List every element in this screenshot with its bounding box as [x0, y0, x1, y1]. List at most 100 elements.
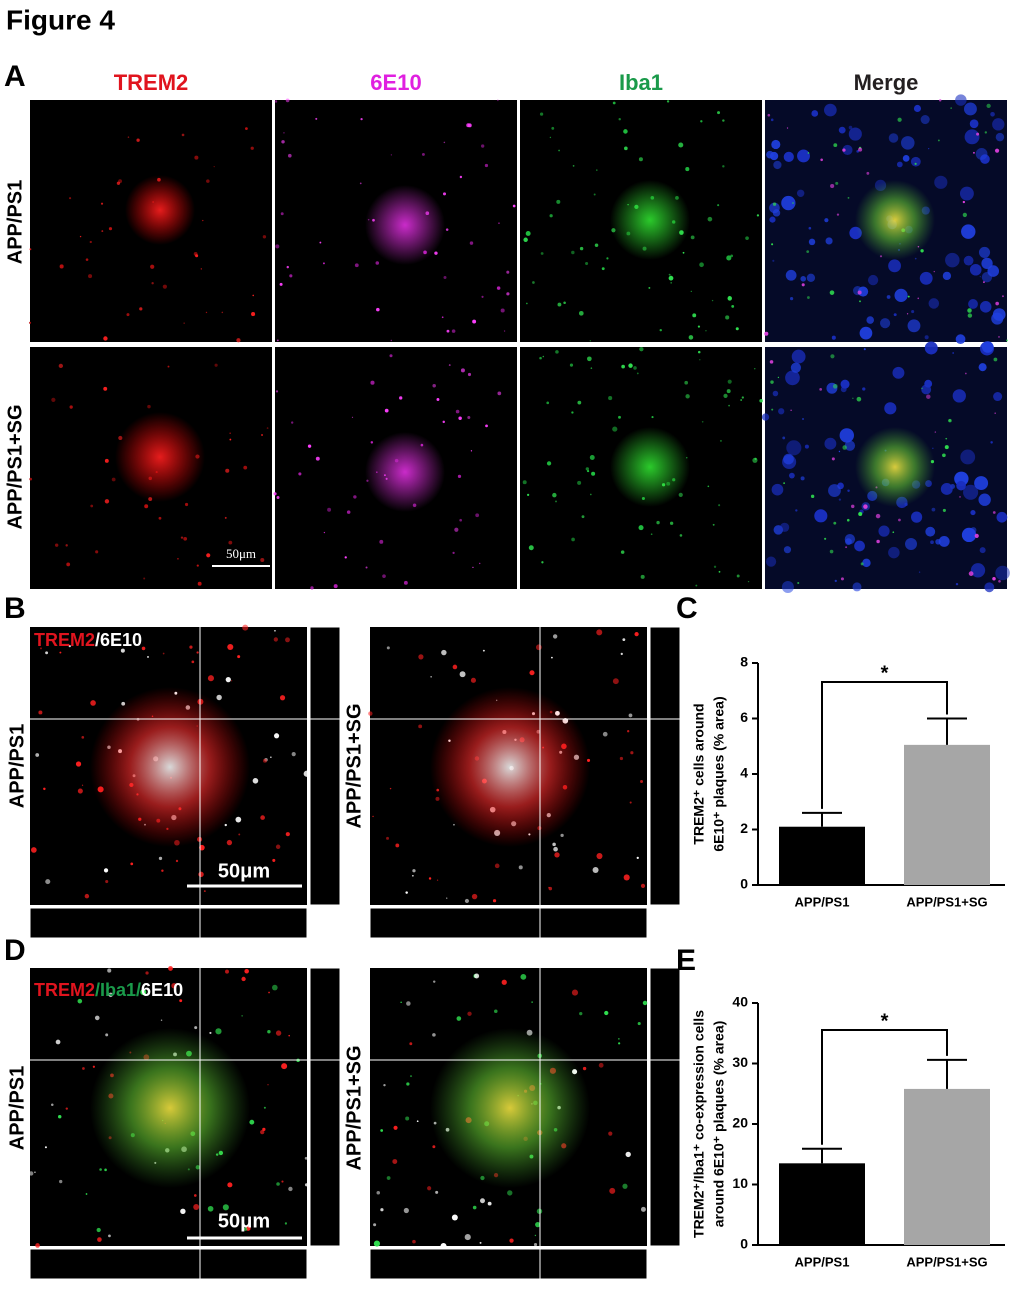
- image-speck: [403, 1207, 409, 1214]
- image-speck: [162, 284, 167, 289]
- image-speck: [532, 281, 535, 284]
- image-speck: [469, 241, 474, 245]
- image-speck: [353, 495, 357, 499]
- image-speck: [783, 151, 794, 162]
- signal-cluster: [610, 427, 690, 507]
- y-tick-label: 2: [740, 820, 748, 836]
- image-speck: [368, 711, 373, 716]
- image-speck: [436, 879, 439, 881]
- image-speck: [969, 263, 982, 276]
- image-speck: [596, 853, 603, 860]
- image-speck: [741, 396, 744, 399]
- column-header: Iba1: [619, 70, 663, 95]
- image-speck: [810, 494, 815, 499]
- column-header: Merge: [854, 70, 919, 95]
- image-speck: [272, 858, 276, 862]
- image-speck: [288, 1034, 290, 1037]
- image-speck: [427, 1186, 432, 1191]
- image-speck: [103, 868, 109, 873]
- image-speck: [901, 136, 915, 150]
- image-speck: [251, 312, 256, 317]
- image-speck: [783, 546, 792, 554]
- image-speck: [244, 968, 249, 974]
- image-speck: [421, 152, 425, 156]
- image-speck: [267, 1084, 269, 1086]
- image-speck: [161, 869, 164, 872]
- panel-label: C: [676, 592, 698, 625]
- image-speck: [888, 133, 899, 143]
- image-speck: [788, 472, 795, 479]
- image-speck: [994, 148, 1000, 153]
- image-speck: [85, 258, 89, 261]
- image-speck: [160, 1019, 163, 1021]
- signal-cluster: [90, 1028, 250, 1188]
- image-speck: [591, 471, 596, 476]
- image-speck: [200, 268, 202, 270]
- image-speck: [225, 677, 231, 683]
- image-speck: [260, 557, 265, 563]
- y-tick-label: 0: [740, 1236, 748, 1252]
- image-speck: [518, 865, 523, 870]
- orthogonal-views: [29, 624, 681, 939]
- image-speck: [829, 290, 835, 295]
- image-speck: [636, 372, 639, 375]
- image-speck: [552, 634, 558, 639]
- image-speck: [838, 450, 841, 453]
- image-speck: [158, 856, 163, 861]
- image-speck: [392, 1159, 398, 1164]
- image-speck: [485, 424, 488, 428]
- image-speck: [878, 525, 890, 537]
- image-speck: [380, 1208, 384, 1212]
- image-speck: [807, 296, 810, 299]
- image-speck: [650, 533, 653, 536]
- image-speck: [45, 651, 49, 655]
- image-speck: [930, 540, 934, 545]
- image-speck: [846, 518, 850, 522]
- image-speck: [443, 141, 446, 144]
- image-speck: [354, 263, 359, 268]
- image-speck: [59, 651, 62, 654]
- image-speck: [975, 148, 988, 160]
- image-speck: [623, 129, 628, 134]
- image-speck: [263, 1106, 266, 1109]
- image-speck: [229, 432, 231, 435]
- image-speck: [467, 415, 471, 419]
- image-speck: [418, 654, 424, 660]
- image-speck: [69, 405, 73, 409]
- image-speck: [792, 202, 794, 204]
- image-speck: [496, 286, 501, 290]
- image-speck: [507, 1190, 513, 1196]
- image-speck: [82, 1067, 85, 1070]
- image-speck: [990, 441, 993, 444]
- panel-label: B: [4, 592, 26, 625]
- image-speck: [276, 495, 280, 499]
- image-speck: [911, 511, 923, 523]
- image-speck: [456, 1016, 462, 1021]
- image-speck: [224, 516, 227, 519]
- image-speck: [59, 1179, 63, 1184]
- image-speck: [108, 992, 113, 998]
- image-speck: [979, 547, 986, 554]
- scale-bar-label: 50μm: [218, 1210, 270, 1232]
- image-speck: [678, 142, 684, 148]
- image-speck: [307, 444, 312, 448]
- image-speck: [480, 144, 485, 148]
- image-speck: [833, 143, 838, 148]
- image-speck: [627, 730, 630, 733]
- row-label: APP/PS1+SG: [343, 1045, 365, 1170]
- image-speck: [90, 504, 94, 508]
- image-speck: [747, 580, 750, 583]
- image-speck: [451, 1214, 458, 1221]
- image-speck: [542, 355, 545, 358]
- image-speck: [213, 166, 215, 168]
- image-speck: [963, 484, 979, 500]
- image-speck: [492, 899, 497, 903]
- image-speck: [697, 325, 701, 328]
- image-speck: [862, 387, 866, 391]
- image-speck: [236, 338, 241, 343]
- image-speck: [501, 979, 507, 985]
- image-speck: [108, 227, 113, 231]
- image-speck: [637, 1022, 641, 1026]
- image-speck: [919, 271, 933, 285]
- image-speck: [808, 226, 812, 230]
